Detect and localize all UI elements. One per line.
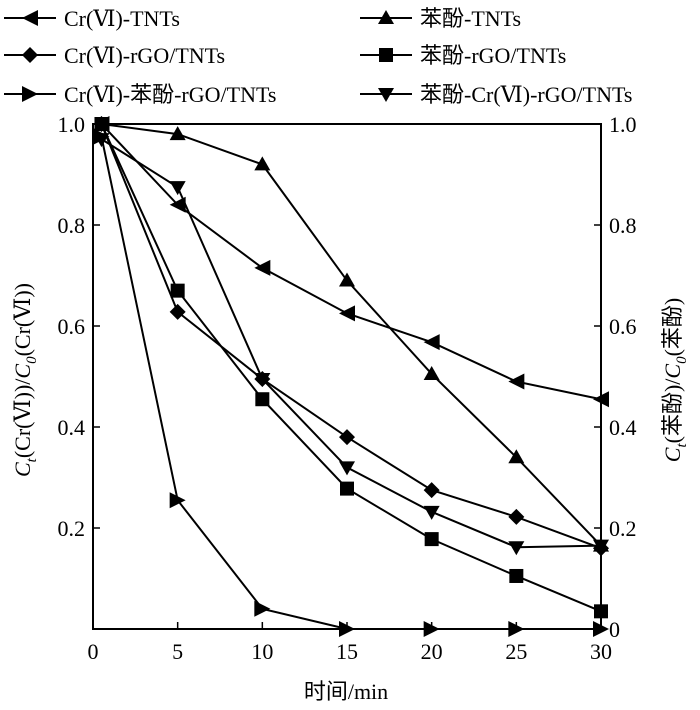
data-point (339, 429, 355, 446)
right-y-axis-label: Ct(苯酚)/C0(苯酚) (660, 298, 690, 462)
legend-marker (378, 88, 394, 102)
x-tick-label: 20 (421, 639, 443, 664)
legend-item: 苯酚-TNTs (360, 6, 521, 31)
left-y-tick-label: 0.2 (58, 516, 86, 541)
data-point (93, 133, 110, 148)
series-4 (94, 117, 608, 619)
legend-marker (379, 48, 393, 62)
data-point (254, 373, 271, 388)
series-line (100, 123, 602, 401)
legend-item: 苯酚-Cr(Ⅵ)-rGO/TNTs (360, 82, 632, 107)
data-point (423, 482, 440, 499)
legend-marker (22, 47, 38, 63)
data-point (593, 539, 609, 554)
series-1 (93, 116, 609, 408)
data-point (169, 181, 186, 196)
data-point (423, 334, 440, 351)
x-tick-label: 15 (336, 639, 358, 664)
left-y-tick-label: 1.0 (58, 112, 86, 137)
legend-label: Cr(Ⅵ)-TNTs (64, 6, 180, 31)
data-point (169, 492, 186, 509)
right-y-tick-label: 0.2 (609, 516, 637, 541)
data-point (594, 604, 608, 619)
data-point (94, 117, 109, 131)
x-axis-label: 时间/min (304, 679, 388, 704)
data-point (340, 481, 354, 496)
data-point (423, 505, 440, 520)
right-y-tick-label: 1.0 (609, 112, 637, 137)
right-y-tick-label: 0.4 (609, 415, 637, 440)
right-y-tick-label: 0 (609, 617, 620, 642)
data-point (254, 156, 271, 171)
data-point (423, 621, 440, 637)
legend: Cr(Ⅵ)-TNTs 苯酚-TNTs Cr(Ⅵ)-rGO/TNTs 苯酚-rGO/TN… (4, 6, 632, 107)
legend-label: Cr(Ⅵ)-rGO/TNTs (64, 43, 225, 68)
data-point (255, 392, 270, 407)
left-y-axis-label: Ct(Cr(Ⅵ))/C0(Cr(Ⅵ)) (10, 283, 40, 477)
x-tick-label: 30 (590, 639, 612, 664)
data-point (339, 461, 355, 476)
data-point (169, 303, 186, 320)
data-point (593, 621, 609, 637)
legend-item: Cr(Ⅵ)-rGO/TNTs (4, 43, 225, 68)
left-y-axis-ticks: 0.2 0.4 0.6 0.8 1.0 (58, 112, 100, 541)
data-point (254, 600, 271, 617)
plot-border (92, 123, 602, 630)
right-y-tick-label: 0.8 (609, 213, 637, 238)
x-tick-label: 10 (251, 639, 273, 664)
series-layer (93, 116, 609, 637)
series-5 (93, 128, 609, 637)
legend-marker (22, 10, 38, 26)
data-point (254, 259, 271, 276)
legend-item: Cr(Ⅵ)-苯酚-rGO/TNTs (4, 82, 276, 107)
legend-marker (378, 10, 394, 24)
legend-item: 苯酚-rGO/TNTs (360, 43, 566, 68)
series-6 (93, 133, 609, 556)
data-point (169, 126, 186, 141)
left-y-tick-label: 0.8 (58, 213, 86, 238)
data-point (508, 621, 525, 637)
left-y-tick-label: 0.6 (58, 314, 86, 339)
data-point (508, 373, 525, 390)
data-point (339, 305, 355, 322)
x-axis-ticks: 0 5 10 15 20 25 30 (88, 622, 612, 664)
data-point (170, 283, 185, 298)
right-y-axis-ticks: 0 0.2 0.4 0.6 0.8 1.0 (594, 112, 637, 642)
x-tick-label: 0 (88, 639, 99, 664)
data-point (424, 532, 439, 547)
right-y-tick-label: 0.6 (609, 314, 637, 339)
legend-marker (22, 86, 38, 102)
legend-item: Cr(Ⅵ)-TNTs (4, 6, 180, 31)
data-point (508, 449, 525, 464)
legend-label: 苯酚-rGO/TNTs (420, 43, 566, 68)
legend-label: 苯酚-TNTs (420, 6, 521, 31)
data-point (423, 365, 440, 380)
legend-label: 苯酚-Cr(Ⅵ)-rGO/TNTs (420, 82, 632, 107)
plot-frame (92, 123, 602, 630)
left-y-tick-label: 0.4 (58, 415, 86, 440)
data-point (508, 508, 525, 525)
series-line (100, 123, 602, 613)
data-point (339, 272, 355, 287)
data-point (169, 196, 186, 213)
data-point (508, 541, 525, 556)
x-tick-label: 5 (172, 639, 183, 664)
legend-label: Cr(Ⅵ)-苯酚-rGO/TNTs (64, 82, 276, 107)
data-point (593, 391, 609, 408)
data-point (509, 568, 524, 583)
x-tick-label: 25 (505, 639, 527, 664)
data-point (339, 621, 355, 637)
